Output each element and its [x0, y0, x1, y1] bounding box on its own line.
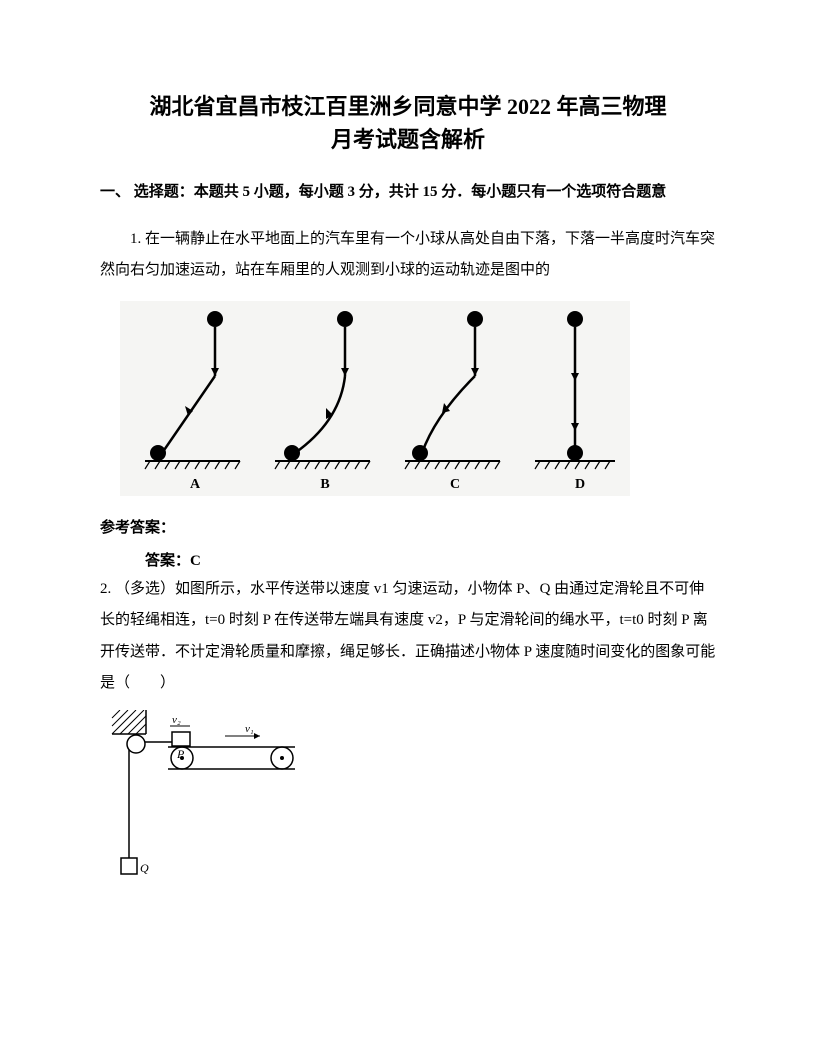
question-2-text: 2. （多选）如图所示，水平传送带以速度 v1 匀速运动，小物体 P、Q 由通过… — [100, 574, 716, 700]
trajectory-b-svg — [270, 301, 380, 496]
section-1-header: 一、 选择题：本题共 5 小题，每小题 3 分，共计 15 分．每小题只有一个选… — [100, 180, 716, 206]
figure-2-container: P v₂ v₁ Q — [110, 710, 320, 880]
option-d-label: D — [575, 477, 585, 493]
title-line-1: 湖北省宜昌市枝江百里洲乡同意中学 2022 年高三物理 — [100, 90, 716, 123]
option-b-label: B — [320, 477, 329, 493]
option-a: A — [140, 301, 250, 496]
option-c-label: C — [450, 477, 460, 493]
conveyor-figure-svg: P v₂ v₁ Q — [110, 710, 320, 880]
option-c: C — [400, 301, 510, 496]
trajectory-d-svg — [525, 301, 625, 496]
title-line-2: 月考试题含解析 — [100, 123, 716, 156]
figure-1-container: A — [100, 301, 716, 496]
question-1-text: 1. 在一辆静止在水平地面上的汽车里有一个小球从高处自由下落，下落一半高度时汽车… — [100, 224, 716, 287]
label-q: Q — [140, 861, 149, 875]
option-d: D — [525, 301, 635, 496]
answer-label: 参考答案： — [100, 516, 716, 537]
trajectory-a-svg — [140, 301, 250, 496]
option-a-label: A — [190, 477, 200, 493]
label-v1: v₁ — [245, 723, 254, 735]
label-v2: v₂ — [172, 714, 181, 726]
document-title: 湖北省宜昌市枝江百里洲乡同意中学 2022 年高三物理 月考试题含解析 — [100, 90, 716, 156]
answer-value: 答案：C — [145, 549, 716, 570]
option-b: B — [270, 301, 380, 496]
trajectory-c-svg — [400, 301, 510, 496]
trajectory-figure: A — [120, 301, 630, 496]
